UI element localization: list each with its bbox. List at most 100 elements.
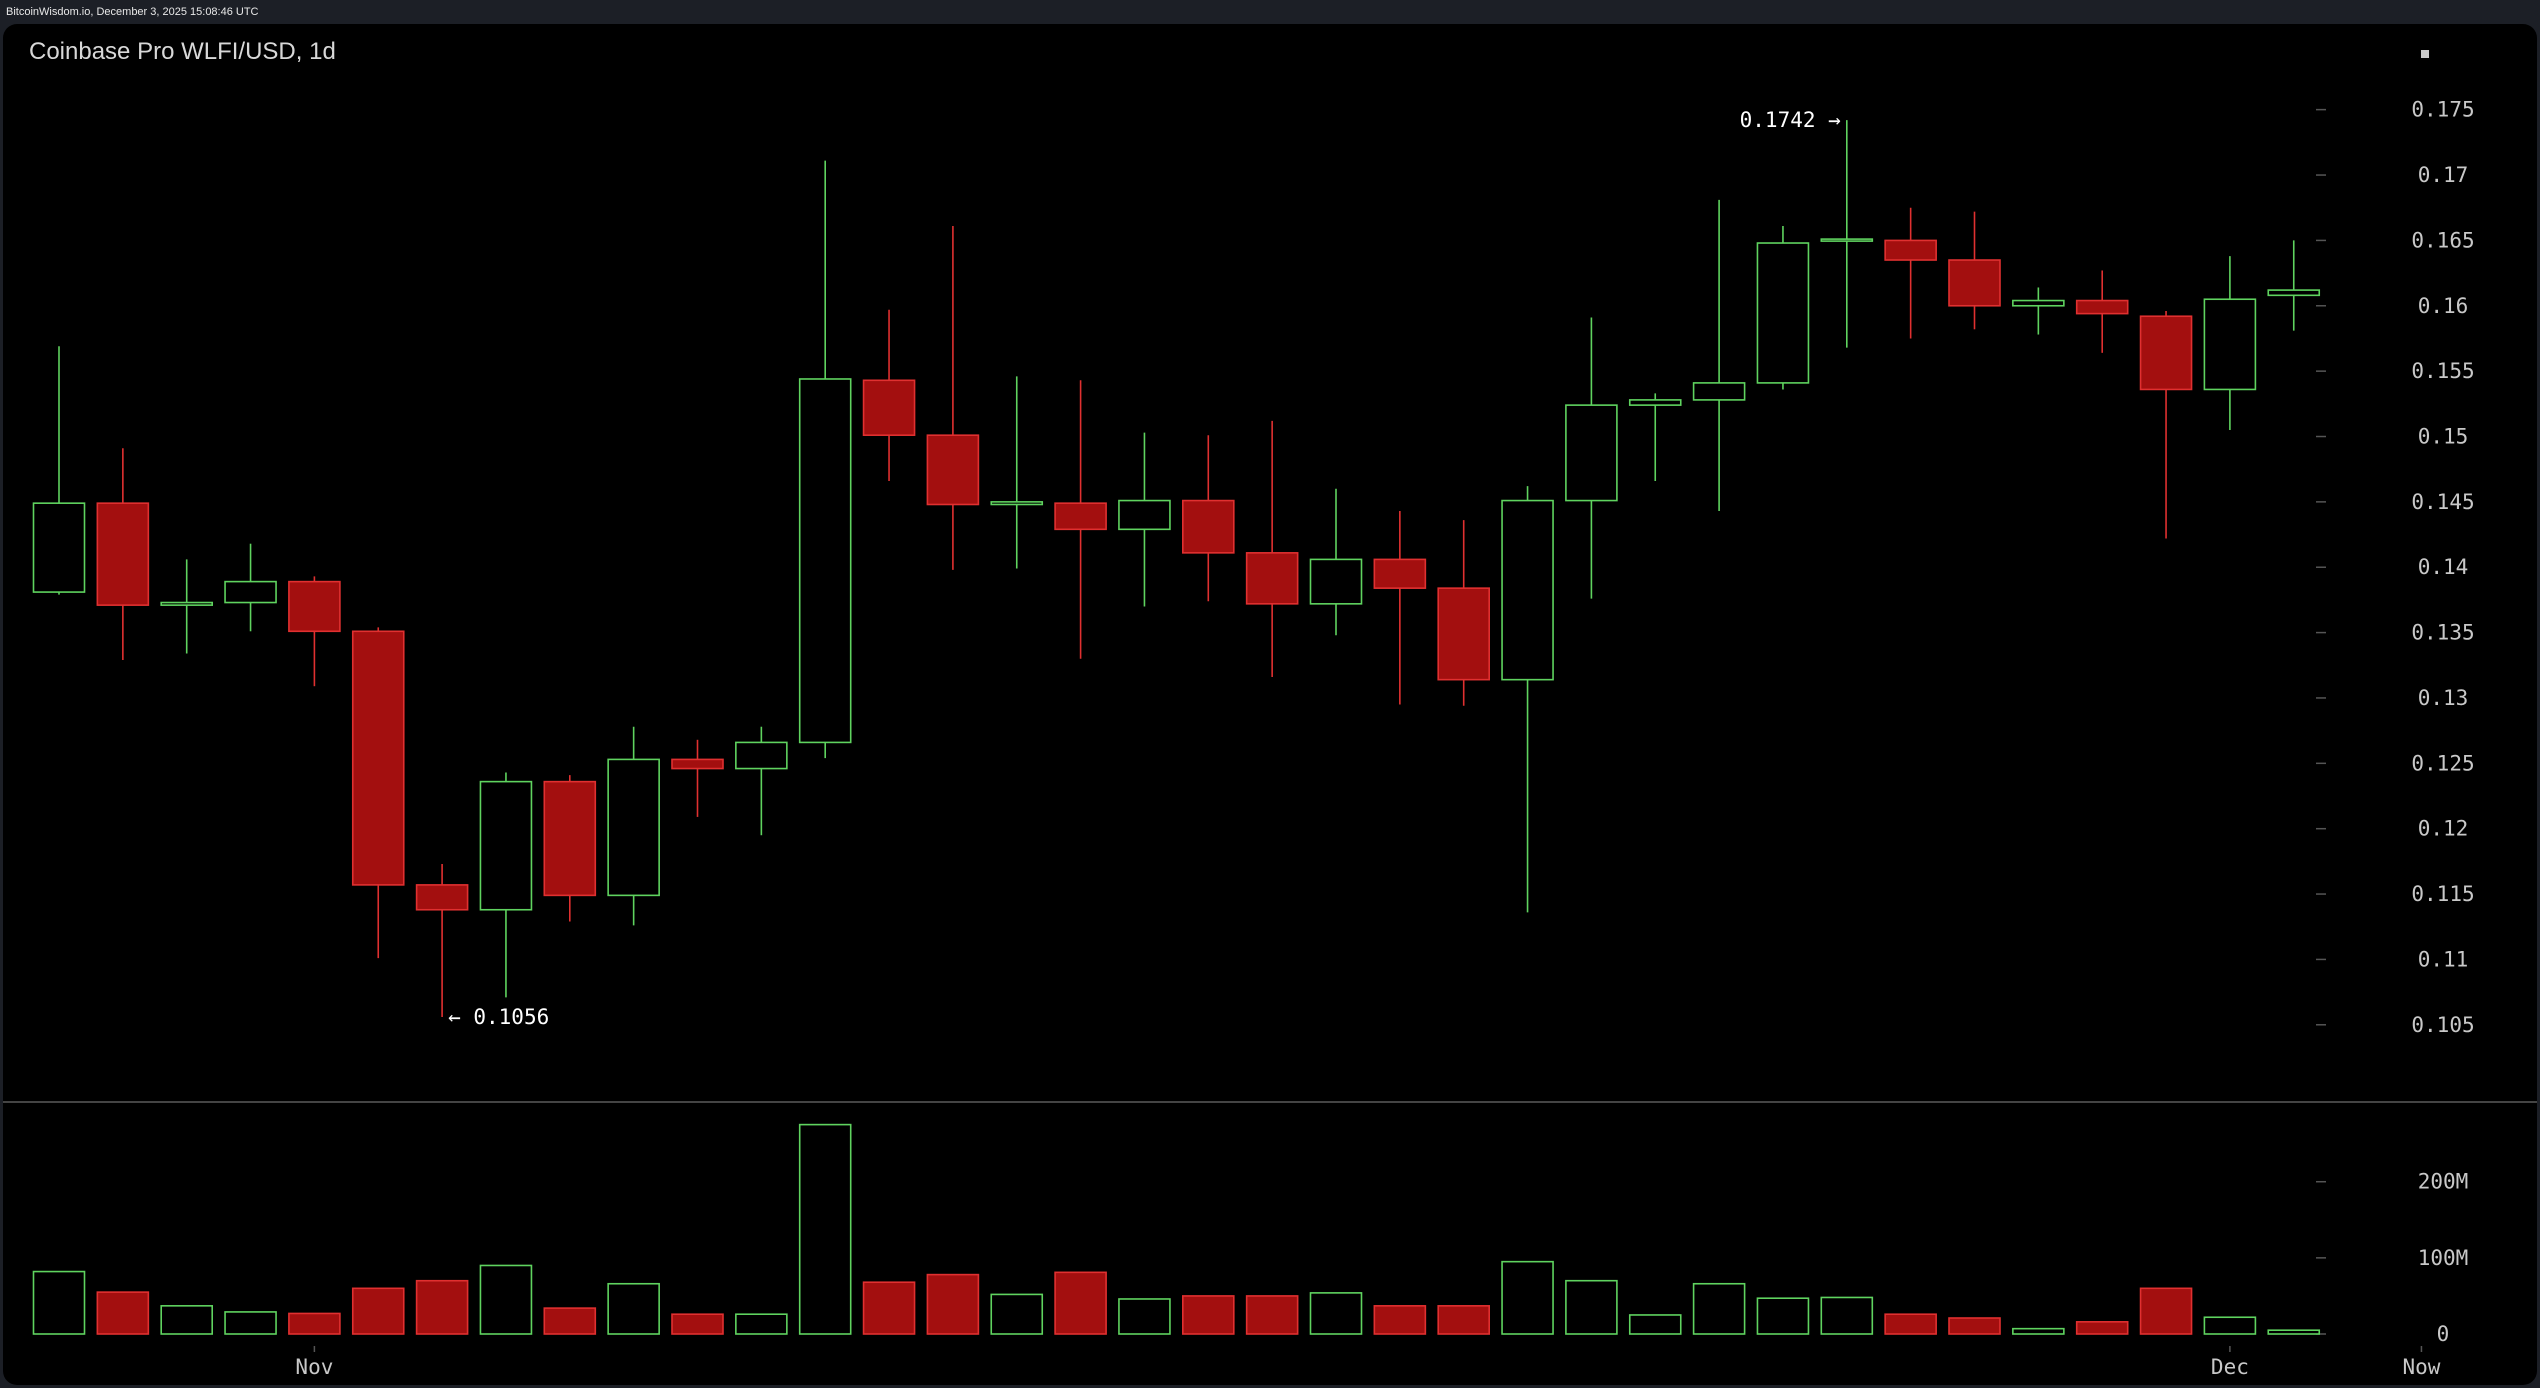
candle-down[interactable]: [671, 739, 724, 817]
candle-up[interactable]: [1118, 432, 1171, 607]
candle-body: [2075, 299, 2129, 315]
candle-up[interactable]: [1565, 317, 1618, 599]
volume-bar-down[interactable]: [671, 1313, 724, 1335]
annotations-group: 0.1742 → ← 0.1056: [448, 108, 1841, 1029]
candle-up[interactable]: [1692, 199, 1746, 512]
volume-bar-up[interactable]: [1820, 1296, 1874, 1335]
menu-square-icon[interactable]: [2421, 50, 2429, 58]
price-axis: 0.175 0.17 0.165 0.16 0.155 0.15 0.145 0.14 0.13…: [2316, 98, 2475, 1037]
candle-up[interactable]: [1628, 393, 1682, 481]
candle-up[interactable]: [735, 726, 788, 836]
volume-bar-down[interactable]: [1245, 1295, 1299, 1335]
candle-up[interactable]: [798, 160, 852, 759]
volume-bar-up[interactable]: [479, 1264, 533, 1335]
volume-bar-down[interactable]: [1948, 1317, 2001, 1335]
candle-up[interactable]: [2267, 240, 2321, 331]
volume-bar-up[interactable]: [224, 1311, 277, 1335]
candle-down[interactable]: [1245, 420, 1299, 678]
candle-body: [1820, 238, 1874, 242]
volume-bar-down[interactable]: [1884, 1313, 1937, 1335]
volume-bar-down[interactable]: [2139, 1287, 2193, 1335]
candle-body: [32, 502, 86, 593]
volume-bar-down[interactable]: [415, 1279, 469, 1335]
candlestick-chart[interactable]: Coinbase Pro WLFI/USD, 1d 0.175 0.17 0.165…: [3, 24, 2537, 1385]
candle-up[interactable]: [1309, 488, 1363, 636]
volume-bar-down[interactable]: [543, 1307, 597, 1335]
candle-down[interactable]: [926, 226, 980, 570]
volume-bar-up[interactable]: [1756, 1297, 1810, 1335]
candle-up[interactable]: [1501, 486, 1554, 913]
volume-bar-down[interactable]: [862, 1281, 916, 1335]
price-tick-label: 0.155: [2411, 359, 2474, 383]
volume-bar-down[interactable]: [1054, 1271, 1107, 1335]
volume-bar-down[interactable]: [96, 1291, 150, 1335]
candle-body: [224, 580, 277, 604]
volume-axis: 200M 100M 0: [2316, 1170, 2468, 1346]
candle-down[interactable]: [2139, 311, 2193, 539]
candle-up[interactable]: [224, 543, 277, 632]
candle-down[interactable]: [415, 863, 469, 1017]
x-tick-label: Dec: [2211, 1355, 2249, 1379]
candle-body: [415, 884, 469, 911]
candle-down[interactable]: [1054, 380, 1107, 659]
volume-bar-down[interactable]: [1373, 1305, 1427, 1335]
candle-down[interactable]: [1884, 207, 1937, 339]
volume-tick-label: 200M: [2418, 1170, 2469, 1194]
price-tick-label: 0.13: [2418, 686, 2469, 710]
volume-bar-up[interactable]: [2012, 1327, 2065, 1335]
candle-down[interactable]: [1373, 511, 1427, 705]
candle-down[interactable]: [1437, 520, 1490, 706]
chart-panel: Coinbase Pro WLFI/USD, 1d 0.175 0.17 0.165…: [3, 24, 2537, 1385]
volume-tick-label: 100M: [2418, 1246, 2469, 1270]
price-tick-label: 0.14: [2418, 555, 2469, 579]
price-tick-label: 0.105: [2411, 1013, 2474, 1037]
volume-bar-down[interactable]: [351, 1287, 405, 1335]
candle-down[interactable]: [1182, 435, 1235, 602]
candle-up[interactable]: [1820, 120, 1874, 348]
volume-bar-up[interactable]: [32, 1270, 86, 1335]
volume-bar-down[interactable]: [2075, 1321, 2129, 1335]
candle-down[interactable]: [1948, 211, 2001, 330]
volume-bar-up[interactable]: [160, 1305, 213, 1335]
volume-bar-down[interactable]: [1182, 1295, 1235, 1335]
candle-body: [96, 502, 150, 606]
candle-up[interactable]: [1756, 226, 1810, 390]
candle-body: [1182, 499, 1235, 554]
volume-bar-up[interactable]: [1309, 1292, 1363, 1335]
candle-down[interactable]: [96, 448, 150, 661]
candle-body: [1437, 587, 1490, 681]
volume-bar-up[interactable]: [1501, 1260, 1554, 1335]
volume-bar-down[interactable]: [926, 1273, 980, 1335]
volume-bar-down[interactable]: [288, 1312, 341, 1335]
candle-body: [990, 501, 1044, 506]
candle-body: [1628, 399, 1682, 406]
candle-down[interactable]: [2075, 270, 2129, 353]
price-tick-label: 0.11: [2418, 947, 2469, 971]
volume-bar-up[interactable]: [1692, 1282, 1746, 1335]
volume-bar-up[interactable]: [2267, 1329, 2321, 1335]
candle-body: [1884, 239, 1937, 261]
candle-body: [2203, 298, 2257, 391]
candle-down[interactable]: [543, 775, 597, 922]
candle-up[interactable]: [990, 376, 1044, 569]
volume-bar-up[interactable]: [1565, 1279, 1618, 1335]
volume-bar-up[interactable]: [2203, 1316, 2257, 1335]
candle-body: [798, 378, 852, 744]
candle-up[interactable]: [2012, 287, 2065, 335]
volume-bar-up[interactable]: [798, 1123, 852, 1335]
volume-bar-up[interactable]: [990, 1293, 1044, 1335]
volume-bar-up[interactable]: [735, 1313, 788, 1335]
candle-up[interactable]: [160, 559, 213, 654]
candle-up[interactable]: [479, 772, 533, 998]
candle-up[interactable]: [607, 726, 660, 926]
volume-bar-down[interactable]: [1437, 1305, 1490, 1335]
volume-bar-up[interactable]: [1118, 1298, 1171, 1335]
candle-down[interactable]: [288, 576, 341, 687]
candle-down[interactable]: [351, 627, 405, 959]
candle-body: [1948, 259, 2001, 307]
volume-bar-up[interactable]: [1628, 1314, 1682, 1335]
volume-bar-up[interactable]: [607, 1282, 660, 1335]
candle-up[interactable]: [32, 346, 86, 595]
candle-up[interactable]: [2203, 256, 2257, 430]
candle-down[interactable]: [862, 309, 916, 481]
